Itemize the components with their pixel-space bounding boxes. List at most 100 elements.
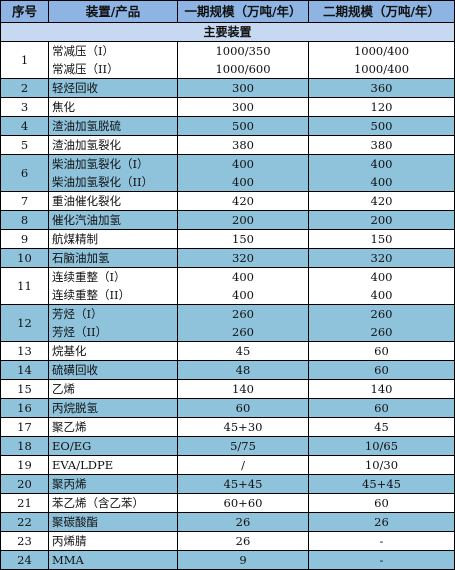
unit-name-cell: 渣油加氢裂化 xyxy=(48,135,178,155)
phase1-capacity-cell: 300 xyxy=(177,78,309,98)
phase2-capacity-cell: 420 xyxy=(308,191,455,211)
phase2-capacity: 400 xyxy=(370,288,393,302)
unit-name-cell: 航煤精制 xyxy=(48,229,178,249)
phase2-capacity-cell: - xyxy=(308,531,455,551)
phase1-capacity: 1000/350 xyxy=(215,44,271,58)
unit-name: 焦化 xyxy=(52,100,75,114)
phase2-capacity-cell: - xyxy=(308,550,455,570)
phase1-capacity-cell: 48 xyxy=(177,360,309,380)
phase1-capacity-cell: 400 400 xyxy=(177,154,309,192)
row-number: 16 xyxy=(0,398,49,418)
phase1-capacity-cell: 60 xyxy=(177,398,309,418)
unit-name-cell: MMA xyxy=(48,550,178,570)
table-row: 10 石脑油加氢 320 320 xyxy=(0,248,455,268)
header-phase2: 二期规模（万吨/年） xyxy=(308,0,455,23)
table-row: 23 丙烯腈 26 - xyxy=(0,531,455,551)
unit-name: 渣油加氢脱硫 xyxy=(52,119,121,133)
unit-name-cell: EO/EG xyxy=(48,436,178,456)
row-number: 10 xyxy=(0,248,49,268)
phase2-capacity-cell: 26 xyxy=(308,512,455,532)
phase2-capacity-cell: 200 xyxy=(308,210,455,230)
phase1-capacity-cell: 26 xyxy=(177,531,309,551)
row-number: 22 xyxy=(0,512,49,532)
phase1-capacity: 380 xyxy=(232,138,254,152)
unit-name: 连续重整（II） xyxy=(52,288,131,302)
row-number: 5 xyxy=(0,135,49,155)
phase1-capacity: 400 xyxy=(232,175,254,189)
phase2-capacity: 45 xyxy=(374,420,389,434)
phase2-capacity: 400 xyxy=(370,157,393,171)
phase1-capacity: 140 xyxy=(232,382,254,396)
unit-name-cell: 硫磺回收 xyxy=(48,360,178,380)
phase2-capacity: 60 xyxy=(374,344,389,358)
phase2-capacity: 320 xyxy=(370,251,393,265)
phase1-capacity: 48 xyxy=(235,363,251,377)
phase1-capacity: 200 xyxy=(232,213,254,227)
phase1-capacity: 400 xyxy=(232,288,254,302)
phase2-capacity-cell: 45+45 xyxy=(308,474,455,494)
row-number: 2 xyxy=(0,78,49,98)
phase1-capacity: 45 xyxy=(235,344,251,358)
phase2-capacity: 400 xyxy=(370,175,393,189)
phase1-capacity-cell: 60+60 xyxy=(177,493,309,513)
row-number: 8 xyxy=(0,210,49,230)
phase2-capacity-cell: 60 xyxy=(308,341,455,361)
phase1-capacity-cell: 260 260 xyxy=(177,304,309,342)
phase2-capacity: 400 xyxy=(370,270,393,284)
unit-name: 芳烃（I） xyxy=(52,307,103,321)
phase1-capacity: 150 xyxy=(232,232,254,246)
unit-name: 苯乙烯（含乙苯） xyxy=(52,496,144,510)
unit-name-cell: 乙烯 xyxy=(48,379,178,399)
phase2-capacity: 60 xyxy=(374,496,389,510)
table-row: 15 乙烯 140 140 xyxy=(0,379,455,399)
unit-name-cell: 聚乙烯 xyxy=(48,417,178,437)
phase2-capacity-cell: 500 xyxy=(308,116,455,136)
phase1-capacity-cell: 200 xyxy=(177,210,309,230)
phase1-capacity-cell: 140 xyxy=(177,379,309,399)
unit-name-cell: 聚碳酸酯 xyxy=(48,512,178,532)
phase1-capacity: 26 xyxy=(235,515,251,529)
phase2-capacity-cell: 260 260 xyxy=(308,304,455,342)
unit-name-cell: 常减压（I） 常减压（II） xyxy=(48,41,178,79)
unit-name-cell: 连续重整（I） 连续重整（II） xyxy=(48,267,178,305)
phase1-capacity: 400 xyxy=(232,157,254,171)
unit-name-cell: 丙烷脱氢 xyxy=(48,398,178,418)
row-number: 14 xyxy=(0,360,49,380)
phase1-capacity-cell: 380 xyxy=(177,135,309,155)
unit-name: EVA/LDPE xyxy=(52,458,114,472)
unit-name: EO/EG xyxy=(52,439,92,453)
phase1-capacity-cell: 26 xyxy=(177,512,309,532)
row-number: 9 xyxy=(0,229,49,249)
unit-name: 烷基化 xyxy=(52,344,87,358)
table-row: 6 柴油加氢裂化（I） 柴油加氢裂化（II） 400 400 400 400 xyxy=(0,154,455,192)
phase1-capacity-cell: 9 xyxy=(177,550,309,570)
phase1-capacity: 300 xyxy=(232,100,254,114)
row-number: 6 xyxy=(0,154,49,192)
table-row: 22 聚碳酸酯 26 26 xyxy=(0,512,455,532)
section-row: 主要装置 xyxy=(0,22,455,42)
phase1-capacity: 45+30 xyxy=(223,420,263,434)
header-row: 序号 装置/产品 一期规模（万吨/年） 二期规模（万吨/年） xyxy=(0,0,455,23)
unit-name: 柴油加氢裂化（II） xyxy=(52,175,154,189)
phase2-capacity-cell: 120 xyxy=(308,97,455,117)
phase1-capacity-cell: 150 xyxy=(177,229,309,249)
unit-name-cell: 烷基化 xyxy=(48,341,178,361)
unit-name: 连续重整（I） xyxy=(52,270,126,284)
row-number: 24 xyxy=(0,550,49,570)
unit-name: 轻烃回收 xyxy=(52,81,98,95)
phase2-capacity: 200 xyxy=(370,213,393,227)
row-number: 3 xyxy=(0,97,49,117)
phase1-capacity-cell: 420 xyxy=(177,191,309,211)
table-row: 17 聚乙烯 45+30 45 xyxy=(0,417,455,437)
table-row: 18 EO/EG 5/75 10/65 xyxy=(0,436,455,456)
unit-name: 丙烯腈 xyxy=(52,534,87,548)
unit-name: 丙烷脱氢 xyxy=(52,401,98,415)
row-number: 17 xyxy=(0,417,49,437)
unit-name-cell: 芳烃（I） 芳烃（II） xyxy=(48,304,178,342)
table-row: 24 MMA 9- xyxy=(0,550,455,570)
phase1-capacity: 45+45 xyxy=(223,477,263,491)
phase2-capacity-cell: 360 xyxy=(308,78,455,98)
phase2-capacity: 60 xyxy=(374,401,389,415)
phase2-capacity: 380 xyxy=(370,138,393,152)
unit-name-cell: 渣油加氢脱硫 xyxy=(48,116,178,136)
